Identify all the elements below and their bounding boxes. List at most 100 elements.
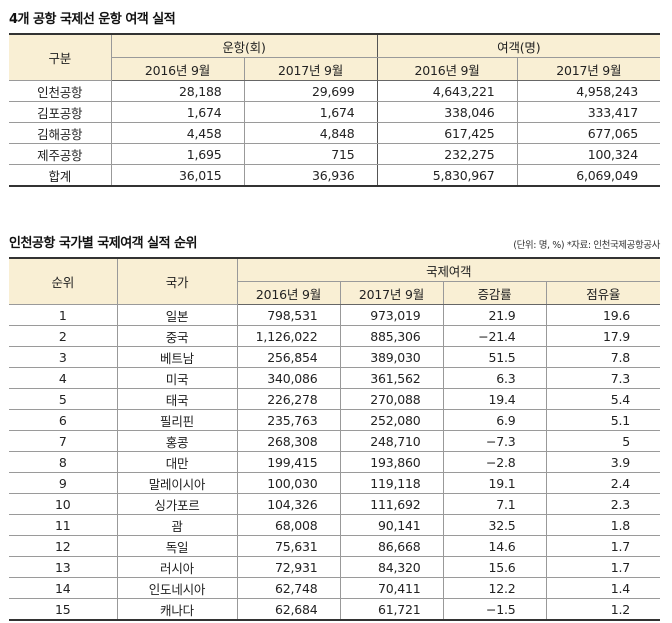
table-row: 8 대만 199,415 193,860 −2.8 3.9 [9,451,661,473]
share: 1.7 [545,535,661,557]
change-rate: 6.3 [442,367,546,389]
rank: 4 [9,367,117,389]
change-rate: −2.8 [442,451,546,473]
country-ranking-table: 순위 국가 국제여객 2016년 9월 2017년 9월 증감률 점유율 1 일본… [9,257,661,621]
share: 19.6 [545,304,661,326]
table-row: 1 일본 798,531 973,019 21.9 19.6 [9,304,661,326]
passengers-2016: 104,326 [236,493,340,515]
passengers-2017: 193,860 [339,451,443,473]
passengers-2017: 119,118 [339,472,443,494]
passengers-2016: 235,763 [236,409,340,431]
passengers-2016: 62,684 [236,598,340,620]
country: 괌 [116,514,237,536]
passengers-2017: 100,324 [516,143,661,165]
passengers-2017: 885,306 [339,325,443,347]
header-international-passengers: 국제여객 [236,258,661,282]
table-row: 12 독일 75,631 86,668 14.6 1.7 [9,535,661,557]
rank: 8 [9,451,117,473]
passengers-2016: 4,643,221 [376,80,518,102]
passengers-2016: 340,086 [236,367,340,389]
country: 독일 [116,535,237,557]
rank: 5 [9,388,117,410]
change-rate: 6.9 [442,409,546,431]
table-row: 14 인도네시아 62,748 70,411 12.2 1.4 [9,577,661,599]
passengers-2016: 338,046 [376,101,518,123]
change-rate: 14.6 [442,535,546,557]
table-row: 김해공항 4,458 4,848 617,425 677,065 [9,122,661,144]
table-row: 6 필리핀 235,763 252,080 6.9 5.1 [9,409,661,431]
country: 대만 [116,451,237,473]
header-passengers-group: 여객(명) [376,34,661,58]
share: 5.4 [545,388,661,410]
table-row: 3 베트남 256,854 389,030 51.5 7.8 [9,346,661,368]
header-period: 2016년 9월 [110,57,244,81]
passengers-2016: 62,748 [236,577,340,599]
rank: 7 [9,430,117,452]
header-rank: 순위 [9,258,117,305]
table-row: 2 중국 1,126,022 885,306 −21.4 17.9 [9,325,661,347]
share: 3.9 [545,451,661,473]
header-period: 2017년 9월 [243,57,378,81]
passengers-2017: 6,069,049 [516,164,661,186]
header-2017: 2017년 9월 [339,281,443,305]
table-row: 11 괌 68,008 90,141 32.5 1.8 [9,514,661,536]
country: 중국 [116,325,237,347]
airport-name: 제주공항 [9,143,111,165]
change-rate: 19.1 [442,472,546,494]
passengers-2017: 4,958,243 [516,80,661,102]
table-row: 합계 36,015 36,936 5,830,967 6,069,049 [9,164,661,186]
passengers-2016: 1,126,022 [236,325,340,347]
share: 1.4 [545,577,661,599]
table-row: 김포공항 1,674 1,674 338,046 333,417 [9,101,661,123]
change-rate: 15.6 [442,556,546,578]
passengers-2016: 226,278 [236,388,340,410]
table-row: 제주공항 1,695 715 232,275 100,324 [9,143,661,165]
country: 필리핀 [116,409,237,431]
passengers-2017: 973,019 [339,304,443,326]
change-rate: 21.9 [442,304,546,326]
flights-2016: 28,188 [110,80,244,102]
flights-2016: 1,674 [110,101,244,123]
header-category: 구분 [9,34,111,81]
passengers-2017: 84,320 [339,556,443,578]
change-rate: 7.1 [442,493,546,515]
rank: 15 [54,601,71,617]
share: 2.3 [545,493,661,515]
table-row: 5 태국 226,278 270,088 19.4 5.4 [9,388,661,410]
airport-traffic-table: 구분 운항(회) 여객(명) 2016년 9월 2017년 9월 2016년 9… [9,33,661,187]
change-rate: 19.4 [442,388,546,410]
passengers-2017: 248,710 [339,430,443,452]
share: 5.1 [545,409,661,431]
rank: 10 [9,493,117,515]
table-row: 15 캐나다 62,684 61,721 −1.5 1.2 [9,598,661,620]
flights-2017: 715 [243,143,378,165]
passengers-2016: 232,275 [376,143,518,165]
country: 러시아 [116,556,237,578]
airport-name: 합계 [48,168,72,184]
share: 2.4 [545,472,661,494]
change-rate: 32.5 [442,514,546,536]
country: 말레이시아 [116,472,237,494]
change-rate: −21.4 [442,325,546,347]
country: 미국 [116,367,237,389]
country: 베트남 [116,346,237,368]
share: 5 [545,430,661,452]
airport-name: 김포공항 [9,101,111,123]
table-row: 7 홍콩 268,308 248,710 −7.3 5 [9,430,661,452]
table-row: 9 말레이시아 100,030 119,118 19.1 2.4 [9,472,661,494]
rank: 2 [9,325,117,347]
country: 홍콩 [116,430,237,452]
passengers-2017: 90,141 [339,514,443,536]
passengers-2016: 617,425 [376,122,518,144]
flights-2016: 4,458 [110,122,244,144]
table-row: 인천공항 28,188 29,699 4,643,221 4,958,243 [9,80,661,102]
country: 일본 [116,304,237,326]
passengers-2016: 68,008 [236,514,340,536]
header-share: 점유율 [545,281,661,305]
table2-title: 인천공항 국가별 국제여객 실적 순위 [9,236,198,251]
share: 1.7 [545,556,661,578]
rank: 11 [9,514,117,536]
flights-2017: 29,699 [243,80,378,102]
passengers-2016: 100,030 [236,472,340,494]
